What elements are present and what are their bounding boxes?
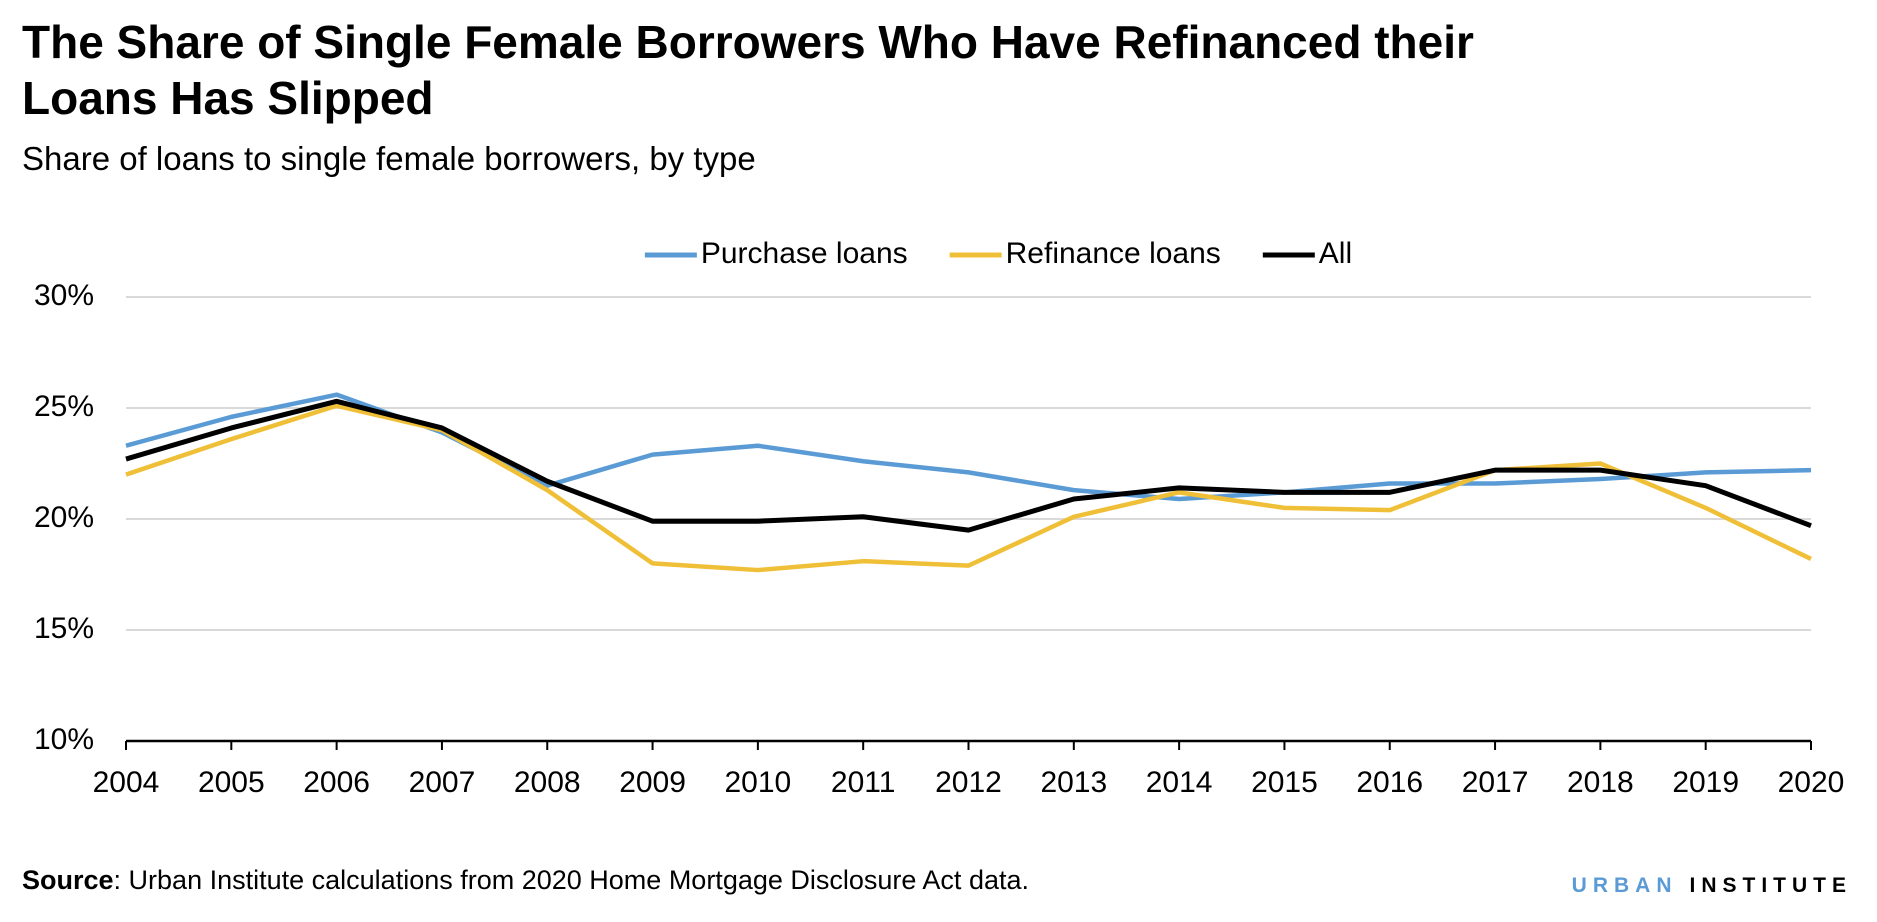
source-label: Source [22, 865, 114, 895]
source-text: : Urban Institute calculations from 2020… [114, 865, 1029, 895]
x-tick-label: 2007 [409, 766, 476, 799]
source: Source: Urban Institute calculations fro… [22, 865, 1029, 895]
x-tick-label: 2019 [1672, 766, 1739, 799]
branding: URBAN INSTITUTE [1572, 874, 1852, 897]
legend-label: Refinance loans [1006, 237, 1221, 270]
x-tick-label: 2005 [198, 766, 265, 799]
x-tick-label: 2011 [831, 766, 896, 799]
y-tick-label: 30% [34, 279, 94, 312]
x-tick-label: 2013 [1040, 766, 1107, 799]
x-tick-label: 2018 [1567, 766, 1634, 799]
chart-subtitle: Share of loans to single female borrower… [22, 140, 756, 177]
brand-1: URBAN [1572, 874, 1678, 897]
x-tick-label: 2010 [725, 766, 792, 799]
y-tick-label: 10% [34, 723, 94, 756]
x-tick-label: 2009 [619, 766, 686, 799]
x-tick-label: 2014 [1146, 766, 1213, 799]
x-tick-label: 2017 [1462, 766, 1529, 799]
x-tick-label: 2016 [1356, 766, 1423, 799]
legend-label: Purchase loans [701, 237, 908, 270]
y-tick-label: 15% [34, 612, 94, 645]
x-tick-label: 2006 [303, 766, 370, 799]
brand-2: INSTITUTE [1690, 874, 1853, 897]
y-tick-label: 25% [34, 390, 94, 423]
x-tick-label: 2015 [1251, 766, 1318, 799]
legend-label: All [1319, 237, 1352, 270]
x-tick-label: 2012 [935, 766, 1002, 799]
y-tick-label: 20% [34, 501, 94, 534]
x-tick-label: 2004 [93, 766, 160, 799]
series-line [125, 398, 1812, 533]
series-line [125, 403, 1812, 573]
x-tick-label: 2020 [1778, 766, 1845, 799]
chart-title: The Share of Single Female Borrowers Who… [22, 16, 1474, 124]
x-tick-label: 2008 [514, 766, 581, 799]
